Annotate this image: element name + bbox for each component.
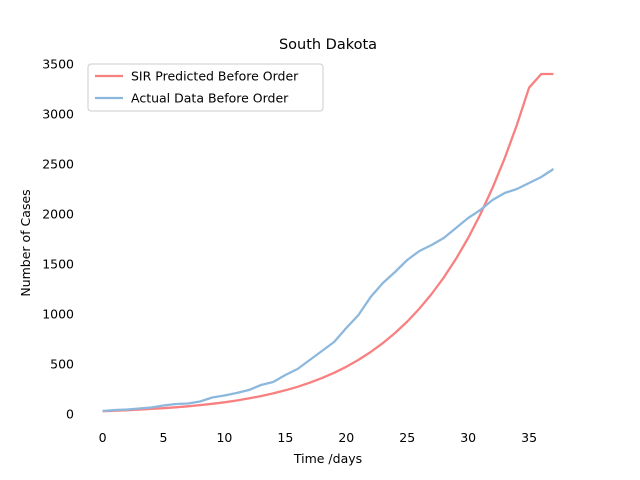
y-axis-label: Number of Cases <box>18 189 33 296</box>
x-tick-label-35: 35 <box>521 430 537 445</box>
y-tick-label-500: 500 <box>50 357 74 372</box>
x-tick-label-30: 30 <box>460 430 476 445</box>
x-axis-ticks: 0 5 10 15 20 25 30 35 <box>99 430 537 445</box>
series-line-sir-predicted <box>102 72 554 413</box>
y-tick-label-3000: 3000 <box>42 107 74 122</box>
y-axis-ticks: 0 500 1000 1500 2000 2500 3000 3500 <box>42 57 74 422</box>
x-tick-label-5: 5 <box>160 430 168 445</box>
x-tick-label-20: 20 <box>338 430 354 445</box>
x-axis-label: Time /days <box>293 451 362 466</box>
x-tick-label-15: 15 <box>277 430 293 445</box>
chart-title: South Dakota <box>279 37 377 53</box>
y-tick-label-2000: 2000 <box>42 207 74 222</box>
y-tick-label-0: 0 <box>66 407 74 422</box>
legend-label-sir-predicted: SIR Predicted Before Order <box>131 69 299 84</box>
y-tick-label-2500: 2500 <box>42 157 74 172</box>
y-tick-label-1000: 1000 <box>42 307 74 322</box>
legend-box <box>87 63 324 112</box>
legend: SIR Predicted Before Order Actual Data Be… <box>87 63 324 112</box>
x-tick-label-25: 25 <box>399 430 415 445</box>
plot-lines <box>102 72 555 413</box>
y-tick-label-3500: 3500 <box>42 57 74 72</box>
y-tick-label-1500: 1500 <box>42 257 74 272</box>
legend-label-actual-data: Actual Data Before Order <box>131 91 289 106</box>
series-line-actual-data <box>102 168 555 413</box>
x-tick-label-10: 10 <box>216 430 232 445</box>
x-tick-label-0: 0 <box>99 430 107 445</box>
